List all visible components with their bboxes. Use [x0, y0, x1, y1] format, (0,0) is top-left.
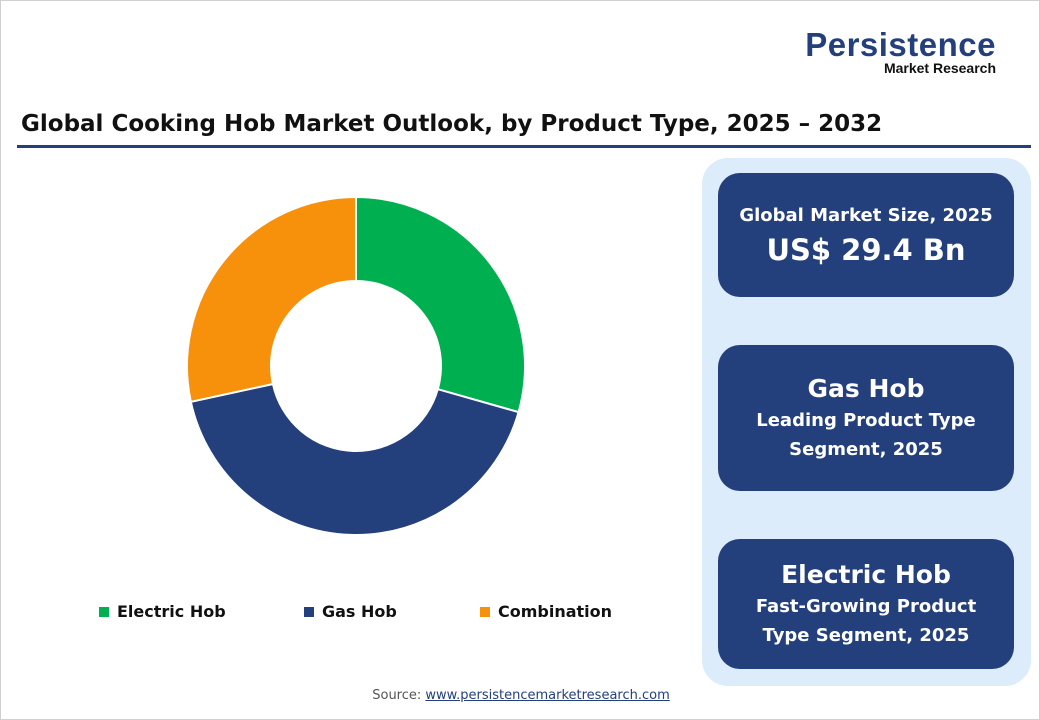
source-label: Source: [372, 688, 422, 703]
leading-segment-line2: Segment, 2025 [789, 439, 943, 460]
legend-item-gas-hob: Gas Hob [304, 602, 397, 621]
summary-panel: Global Market Size, 2025 US$ 29.4 Bn Gas… [702, 158, 1031, 686]
legend-item-electric-hob: Electric Hob [99, 602, 226, 621]
source-link[interactable]: www.persistencemarketresearch.com [425, 688, 670, 703]
page-title: Global Cooking Hob Market Outlook, by Pr… [21, 111, 883, 137]
legend-swatch [480, 606, 490, 617]
donut-slice-combination [186, 195, 357, 404]
market-size-value: US$ 29.4 Bn [766, 232, 966, 267]
donut-chart [186, 195, 526, 536]
legend-swatch [99, 606, 109, 617]
legend-label: Combination [498, 602, 613, 621]
market-size-card: Global Market Size, 2025 US$ 29.4 Bn [718, 173, 1014, 297]
fastest-segment-card: Electric Hob Fast-Growing Product Type S… [718, 539, 1014, 669]
market-size-label: Global Market Size, 2025 [739, 204, 993, 226]
fastest-segment-line2: Type Segment, 2025 [762, 625, 970, 646]
logo-line1: Persistence [805, 26, 996, 63]
source: Source: www.persistencemarketresearch.co… [1, 688, 1039, 703]
leading-segment-card: Gas Hob Leading Product Type Segment, 20… [718, 345, 1014, 491]
title-divider [17, 145, 1031, 148]
legend-swatch [304, 606, 314, 617]
legend-item-combination: Combination [480, 602, 612, 621]
logo-line2: Market Research [883, 60, 996, 76]
leading-segment-line1: Leading Product Type [756, 410, 976, 431]
donut-slice-gas-hob [189, 382, 520, 536]
donut-slice-electric-hob [355, 195, 526, 414]
fastest-segment-line1: Fast-Growing Product [755, 596, 977, 617]
logo: Persistence Market Research [798, 26, 996, 76]
leading-segment-title: Gas Hob [807, 374, 925, 403]
legend-label: Electric Hob [117, 602, 226, 621]
fastest-segment-title: Electric Hob [781, 560, 951, 589]
legend-label: Gas Hob [322, 602, 397, 621]
